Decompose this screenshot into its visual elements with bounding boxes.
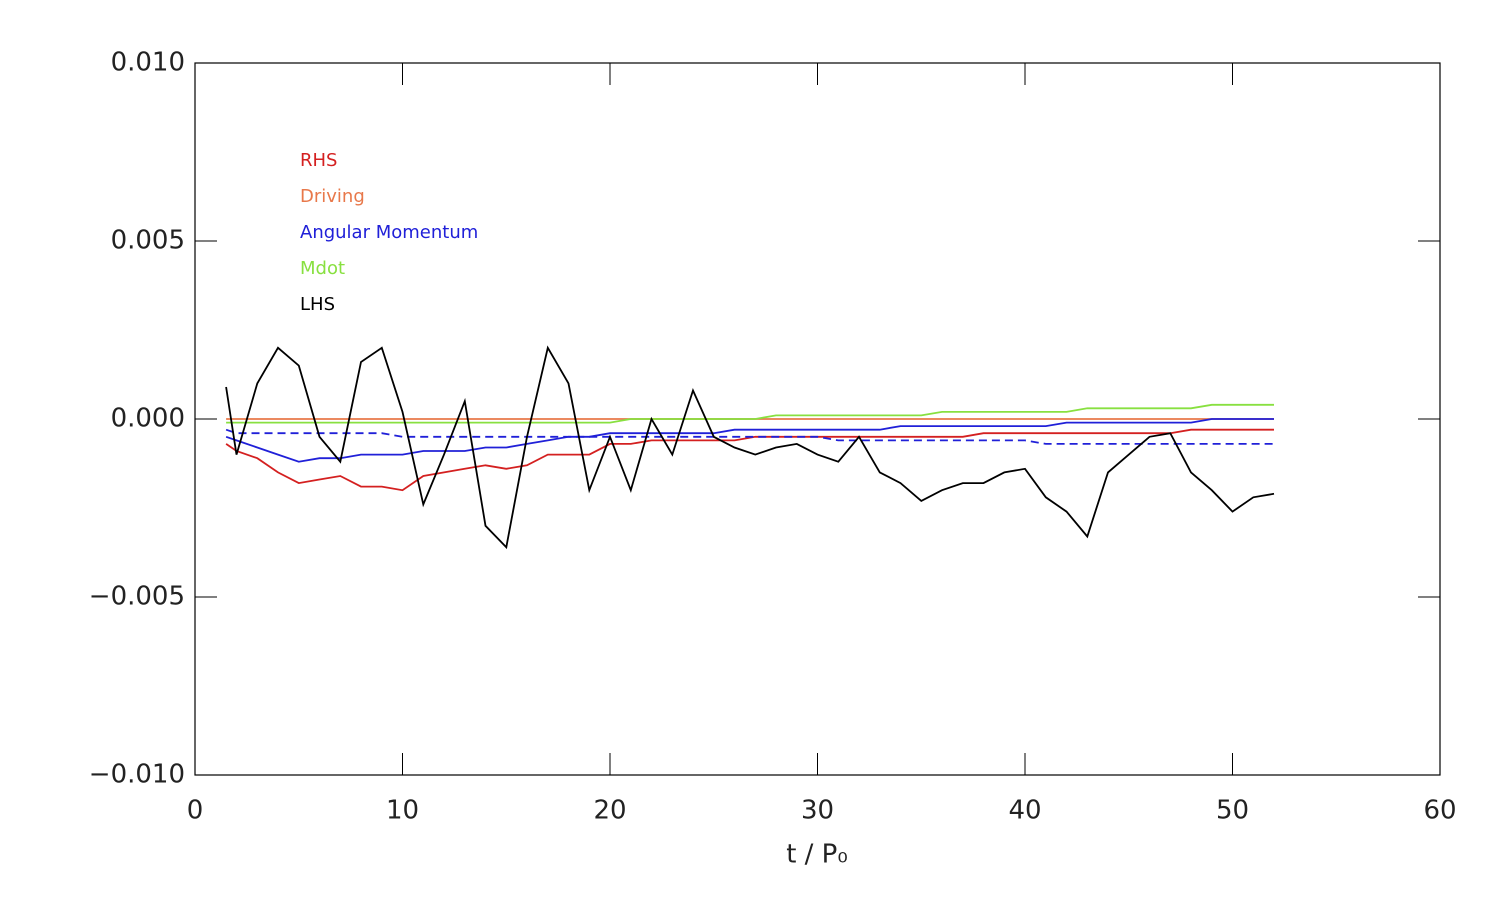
x-tick-label: 60 xyxy=(1423,796,1456,826)
legend-entry: LHS xyxy=(300,294,335,315)
y-tick-label: 0.005 xyxy=(111,226,185,256)
y-tick-label: 0.000 xyxy=(111,404,185,434)
legend-entry: RHS xyxy=(300,150,337,171)
y-tick-label: 0.010 xyxy=(111,48,185,78)
x-tick-label: 20 xyxy=(593,796,626,826)
y-tick-label: −0.005 xyxy=(89,582,185,612)
series-line xyxy=(225,428,1274,445)
series-line xyxy=(225,428,1274,492)
legend-entry: Angular Momentum xyxy=(300,222,478,243)
x-tick-label: 40 xyxy=(1008,796,1041,826)
x-tick-label: 30 xyxy=(801,796,834,826)
x-tick-label: 10 xyxy=(386,796,419,826)
legend-entry: Mdot xyxy=(300,258,345,279)
series-line xyxy=(225,418,1274,463)
series-line xyxy=(226,403,1274,424)
series-line xyxy=(225,345,1275,550)
x-tick-label: 50 xyxy=(1216,796,1249,826)
legend-entry: Driving xyxy=(300,186,365,207)
x-axis-label: t / P₀ xyxy=(786,840,848,870)
y-tick-label: −0.010 xyxy=(89,760,185,790)
x-tick-label: 0 xyxy=(187,796,204,826)
